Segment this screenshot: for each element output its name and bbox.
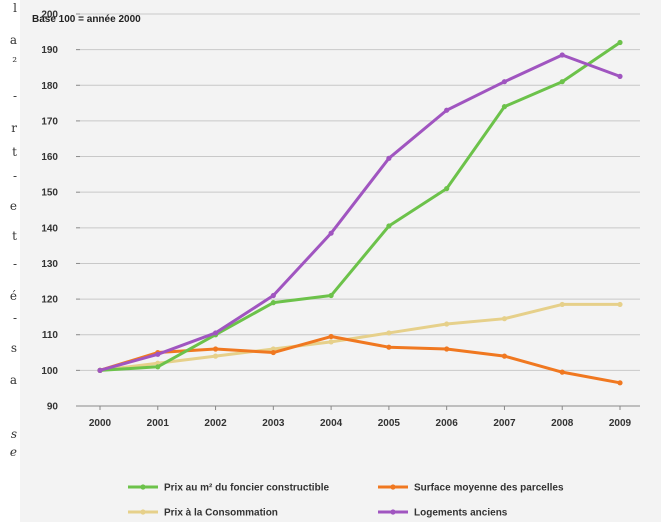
margin-text-fragment: t (12, 145, 17, 159)
data-point (444, 321, 450, 327)
x-tick-label: 2009 (609, 418, 632, 429)
data-point (328, 230, 334, 236)
data-point (501, 353, 508, 359)
x-tick-label: 2003 (262, 418, 285, 429)
data-point (501, 316, 508, 322)
x-tick-label: 2000 (89, 418, 112, 429)
data-point (501, 79, 508, 85)
margin-text-fragment: r (11, 121, 17, 135)
series-line (99, 41, 621, 372)
data-point (212, 330, 219, 336)
x-tick-label: 2001 (147, 418, 170, 429)
x-tick-label: 2006 (436, 418, 459, 429)
y-tick-label: 110 (42, 330, 59, 341)
y-tick-label: 190 (41, 45, 58, 56)
y-tick-label: 150 (41, 188, 58, 199)
margin-text-fragment: e (9, 445, 17, 459)
data-point (559, 301, 565, 308)
data-point (444, 186, 450, 192)
series-line (99, 53, 621, 372)
data-point (328, 333, 334, 340)
margin-text-fragment: e (9, 199, 17, 213)
gridlines (80, 13, 640, 371)
legend-marker (140, 484, 146, 490)
y-tick-label: 90 (47, 402, 59, 413)
data-point (559, 79, 565, 85)
margin-text-fragment: é (9, 289, 17, 303)
data-point (270, 300, 276, 306)
data-point (444, 107, 450, 113)
series-lines (97, 39, 623, 386)
y-axis-ticks: 90 100 110 120 130 140 150 160 170 180 190 200 (41, 10, 80, 413)
legend-marker (390, 484, 396, 490)
legend-label: Surface moyenne des parcelles (414, 483, 564, 494)
data-point (559, 52, 565, 58)
data-point (386, 330, 392, 336)
data-point (617, 73, 623, 79)
legend-label: Prix à la Consommation (164, 508, 278, 519)
margin-text-fragment: a (9, 373, 17, 387)
x-axis-ticks: 2000 2001 2002 2003 2004 2005 2006 2007 2008 2009 (89, 406, 632, 429)
margin-text-fragment: - (12, 311, 17, 325)
margin-text-fragment: - (12, 89, 17, 103)
data-point (617, 39, 623, 46)
data-point (444, 346, 450, 352)
data-point (155, 351, 161, 357)
y-tick-label: 200 (41, 10, 58, 21)
margin-text-fragment: ² (12, 55, 17, 69)
legend-label: Logements anciens (414, 508, 508, 519)
line-chart: 90 100 110 120 130 140 150 160 170 180 190 200 2000… (20, 0, 661, 522)
data-point (212, 353, 219, 359)
y-tick-label: 130 (41, 259, 58, 270)
data-point (617, 380, 623, 386)
x-tick-label: 2008 (551, 418, 574, 429)
y-tick-label: 140 (41, 223, 58, 234)
chart-svg: 90 100 110 120 130 140 150 160 170 180 190 200 2000… (32, 10, 640, 519)
y-tick-label: 160 (41, 152, 58, 163)
data-point (270, 346, 276, 352)
data-point (328, 339, 334, 345)
margin-text-fragment: l (13, 1, 17, 15)
data-point (212, 346, 219, 352)
margin-text-fragment: t (12, 229, 17, 243)
y-tick-label: 100 (41, 366, 58, 377)
margin-text-fragment: - (12, 169, 17, 183)
x-tick-label: 2007 (493, 418, 516, 429)
y-tick-label: 170 (41, 116, 58, 127)
data-point (386, 155, 392, 161)
legend: Prix au m² du foncier constructible Surfa… (128, 483, 564, 519)
margin-text-fragment: - (12, 257, 17, 271)
y-tick-label: 180 (41, 81, 58, 92)
x-tick-label: 2002 (204, 418, 227, 429)
data-point (559, 369, 565, 375)
data-point (617, 301, 623, 308)
margin-text-fragment: s (10, 427, 17, 441)
margin-text-fragment: a (9, 33, 17, 47)
x-tick-label: 2004 (320, 418, 343, 429)
x-tick-label: 2005 (378, 418, 401, 429)
data-point (97, 367, 103, 373)
data-point (270, 349, 276, 356)
data-point (270, 292, 276, 299)
data-point (328, 292, 334, 299)
y-tick-label: 120 (41, 295, 58, 306)
legend-marker (390, 509, 396, 515)
data-point (386, 344, 392, 350)
legend-marker (140, 509, 146, 515)
legend-label: Prix au m² du foncier constructible (164, 483, 329, 494)
data-point (386, 223, 392, 229)
margin-text-fragment: s (10, 341, 17, 355)
data-point (155, 364, 161, 370)
data-point (501, 104, 508, 110)
base-note: Base 100 = année 2000 (32, 14, 141, 25)
series-line (99, 302, 620, 372)
